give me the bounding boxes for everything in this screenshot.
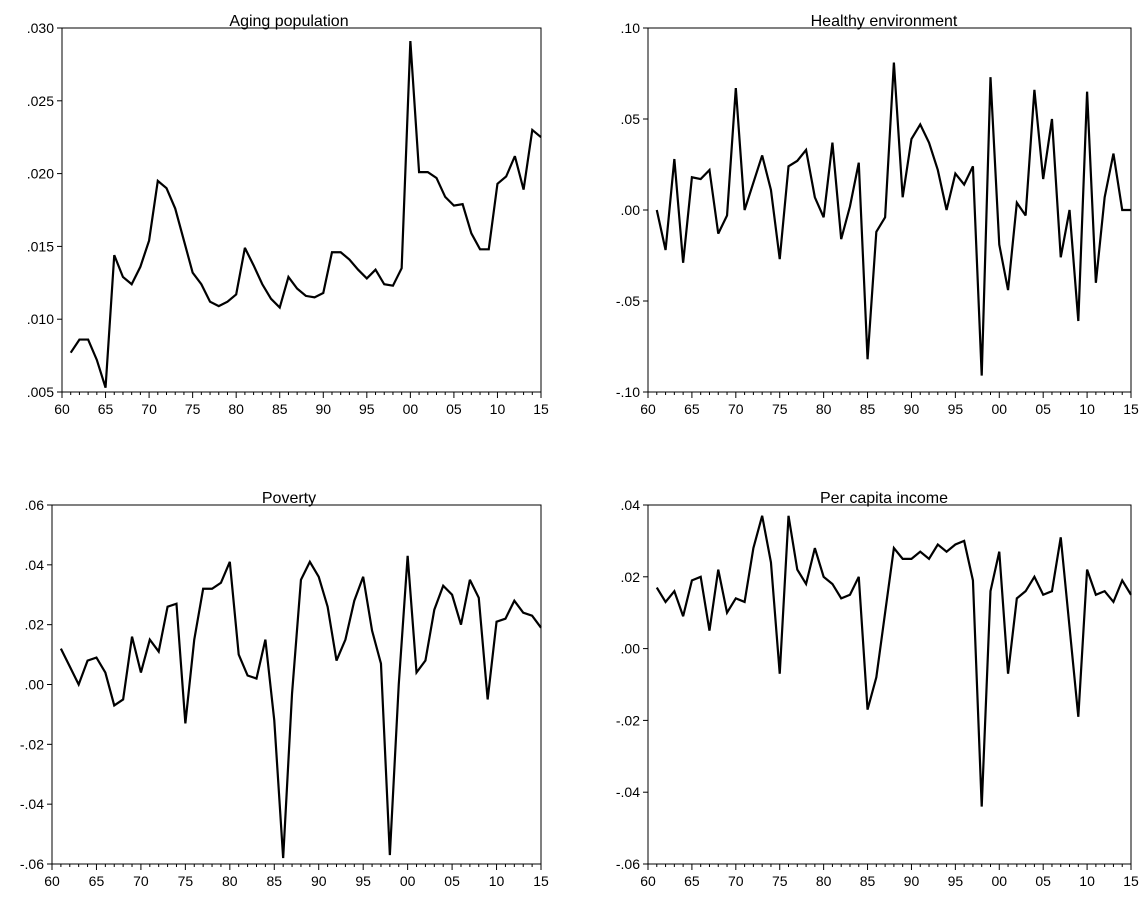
x-tick-label: 70 bbox=[728, 873, 744, 889]
chart-panel-aging-population: Aging population .005 .010 .015 .020 .025 .03… bbox=[27, 13, 549, 417]
y-tick-label: .10 bbox=[621, 20, 641, 36]
x-tick-label: 75 bbox=[772, 873, 788, 889]
x-tick-label: 75 bbox=[178, 873, 194, 889]
x-tick-label: 15 bbox=[533, 873, 549, 889]
y-tick-label: -.04 bbox=[20, 796, 44, 812]
series-line bbox=[655, 62, 1131, 376]
x-tick-label: 90 bbox=[904, 873, 920, 889]
chart-panel-healthy-environment: Healthy environment -.10 -.05 .00 .05 .10 60 6… bbox=[616, 13, 1139, 417]
x-tick-label: 85 bbox=[860, 873, 876, 889]
x-tick-label: 95 bbox=[359, 401, 375, 417]
x-tick-label: 10 bbox=[1079, 401, 1095, 417]
x-tick-label: 80 bbox=[816, 873, 832, 889]
chart-title: Aging population bbox=[229, 13, 348, 30]
x-tick-label: 75 bbox=[772, 401, 788, 417]
x-tick-label: 05 bbox=[1035, 873, 1051, 889]
x-tick-label: 80 bbox=[816, 401, 832, 417]
x-tick-label: 00 bbox=[991, 401, 1007, 417]
x-tick-label: 85 bbox=[272, 401, 288, 417]
y-tick-label: -.06 bbox=[616, 856, 640, 872]
x-tick-label: 10 bbox=[490, 401, 506, 417]
y-tick-label: .00 bbox=[25, 677, 45, 693]
x-tick-label: 95 bbox=[948, 873, 964, 889]
y-tick-label: -.06 bbox=[20, 856, 44, 872]
x-tick-label: 65 bbox=[684, 873, 700, 889]
y-tick-label: .030 bbox=[27, 20, 54, 36]
x-tick-label: 70 bbox=[133, 873, 149, 889]
x-tick-label: 10 bbox=[489, 873, 505, 889]
x-tick-label: 70 bbox=[728, 401, 744, 417]
chart-title: Per capita income bbox=[820, 490, 948, 507]
x-tick-label: 85 bbox=[860, 401, 876, 417]
y-tick-label: .06 bbox=[25, 497, 45, 513]
x-tick-label: 60 bbox=[640, 401, 656, 417]
y-tick-label: .015 bbox=[27, 238, 54, 254]
chart-panel-per-capita-income: Per capita income -.06 -.04 -.02 .00 .02 .04 6… bbox=[616, 490, 1139, 889]
y-tick-label: .04 bbox=[621, 497, 641, 513]
x-tick-label: 05 bbox=[446, 401, 462, 417]
x-tick-label: 80 bbox=[228, 401, 244, 417]
x-tick-label: 80 bbox=[222, 873, 238, 889]
x-tick-label: 60 bbox=[640, 873, 656, 889]
x-tick-label: 70 bbox=[141, 401, 157, 417]
x-tick-label: 95 bbox=[948, 401, 964, 417]
y-tick-label: -.02 bbox=[20, 736, 44, 752]
y-tick-label: .00 bbox=[621, 641, 641, 657]
chart-title: Poverty bbox=[262, 490, 316, 507]
y-tick-label: .05 bbox=[621, 111, 641, 127]
x-tick-label: 65 bbox=[98, 401, 114, 417]
x-tick-label: 15 bbox=[533, 401, 549, 417]
x-tick-label: 05 bbox=[444, 873, 460, 889]
chart-panel-poverty: Poverty -.06 -.04 -.02 .00 .02 .04 .06 60 65 70 75… bbox=[20, 490, 549, 889]
x-tick-label: 00 bbox=[400, 873, 416, 889]
plot-frame bbox=[61, 27, 542, 393]
y-tick-label: .005 bbox=[27, 384, 54, 400]
y-tick-label: -.10 bbox=[616, 384, 640, 400]
y-tick-label: .025 bbox=[27, 93, 54, 109]
x-tick-label: 60 bbox=[44, 873, 60, 889]
x-tick-label: 90 bbox=[315, 401, 331, 417]
y-tick-label: -.05 bbox=[616, 293, 640, 309]
series-line bbox=[655, 515, 1132, 807]
x-tick-label: 60 bbox=[54, 401, 70, 417]
x-tick-label: 75 bbox=[185, 401, 201, 417]
x-tick-label: 90 bbox=[904, 401, 920, 417]
x-tick-label: 05 bbox=[1035, 401, 1051, 417]
x-tick-label: 15 bbox=[1123, 873, 1139, 889]
series-line bbox=[59, 555, 542, 859]
series-line bbox=[69, 41, 542, 388]
y-tick-label: -.04 bbox=[616, 784, 640, 800]
y-tick-label: .02 bbox=[621, 569, 641, 585]
y-tick-label: .010 bbox=[27, 311, 54, 327]
y-tick-label: -.02 bbox=[616, 712, 640, 728]
y-tick-label: .02 bbox=[25, 617, 45, 633]
x-tick-label: 95 bbox=[355, 873, 371, 889]
x-tick-label: 85 bbox=[266, 873, 282, 889]
x-tick-label: 00 bbox=[991, 873, 1007, 889]
x-tick-label: 65 bbox=[89, 873, 105, 889]
y-tick-label: .00 bbox=[621, 202, 641, 218]
x-tick-label: 15 bbox=[1123, 401, 1139, 417]
chart-title: Healthy environment bbox=[811, 13, 958, 30]
x-tick-label: 65 bbox=[684, 401, 700, 417]
plot-frame bbox=[647, 504, 1132, 865]
x-tick-label: 90 bbox=[311, 873, 327, 889]
x-tick-label: 00 bbox=[403, 401, 419, 417]
y-tick-label: .04 bbox=[25, 557, 45, 573]
x-tick-label: 10 bbox=[1079, 873, 1095, 889]
y-tick-label: .020 bbox=[27, 166, 54, 182]
